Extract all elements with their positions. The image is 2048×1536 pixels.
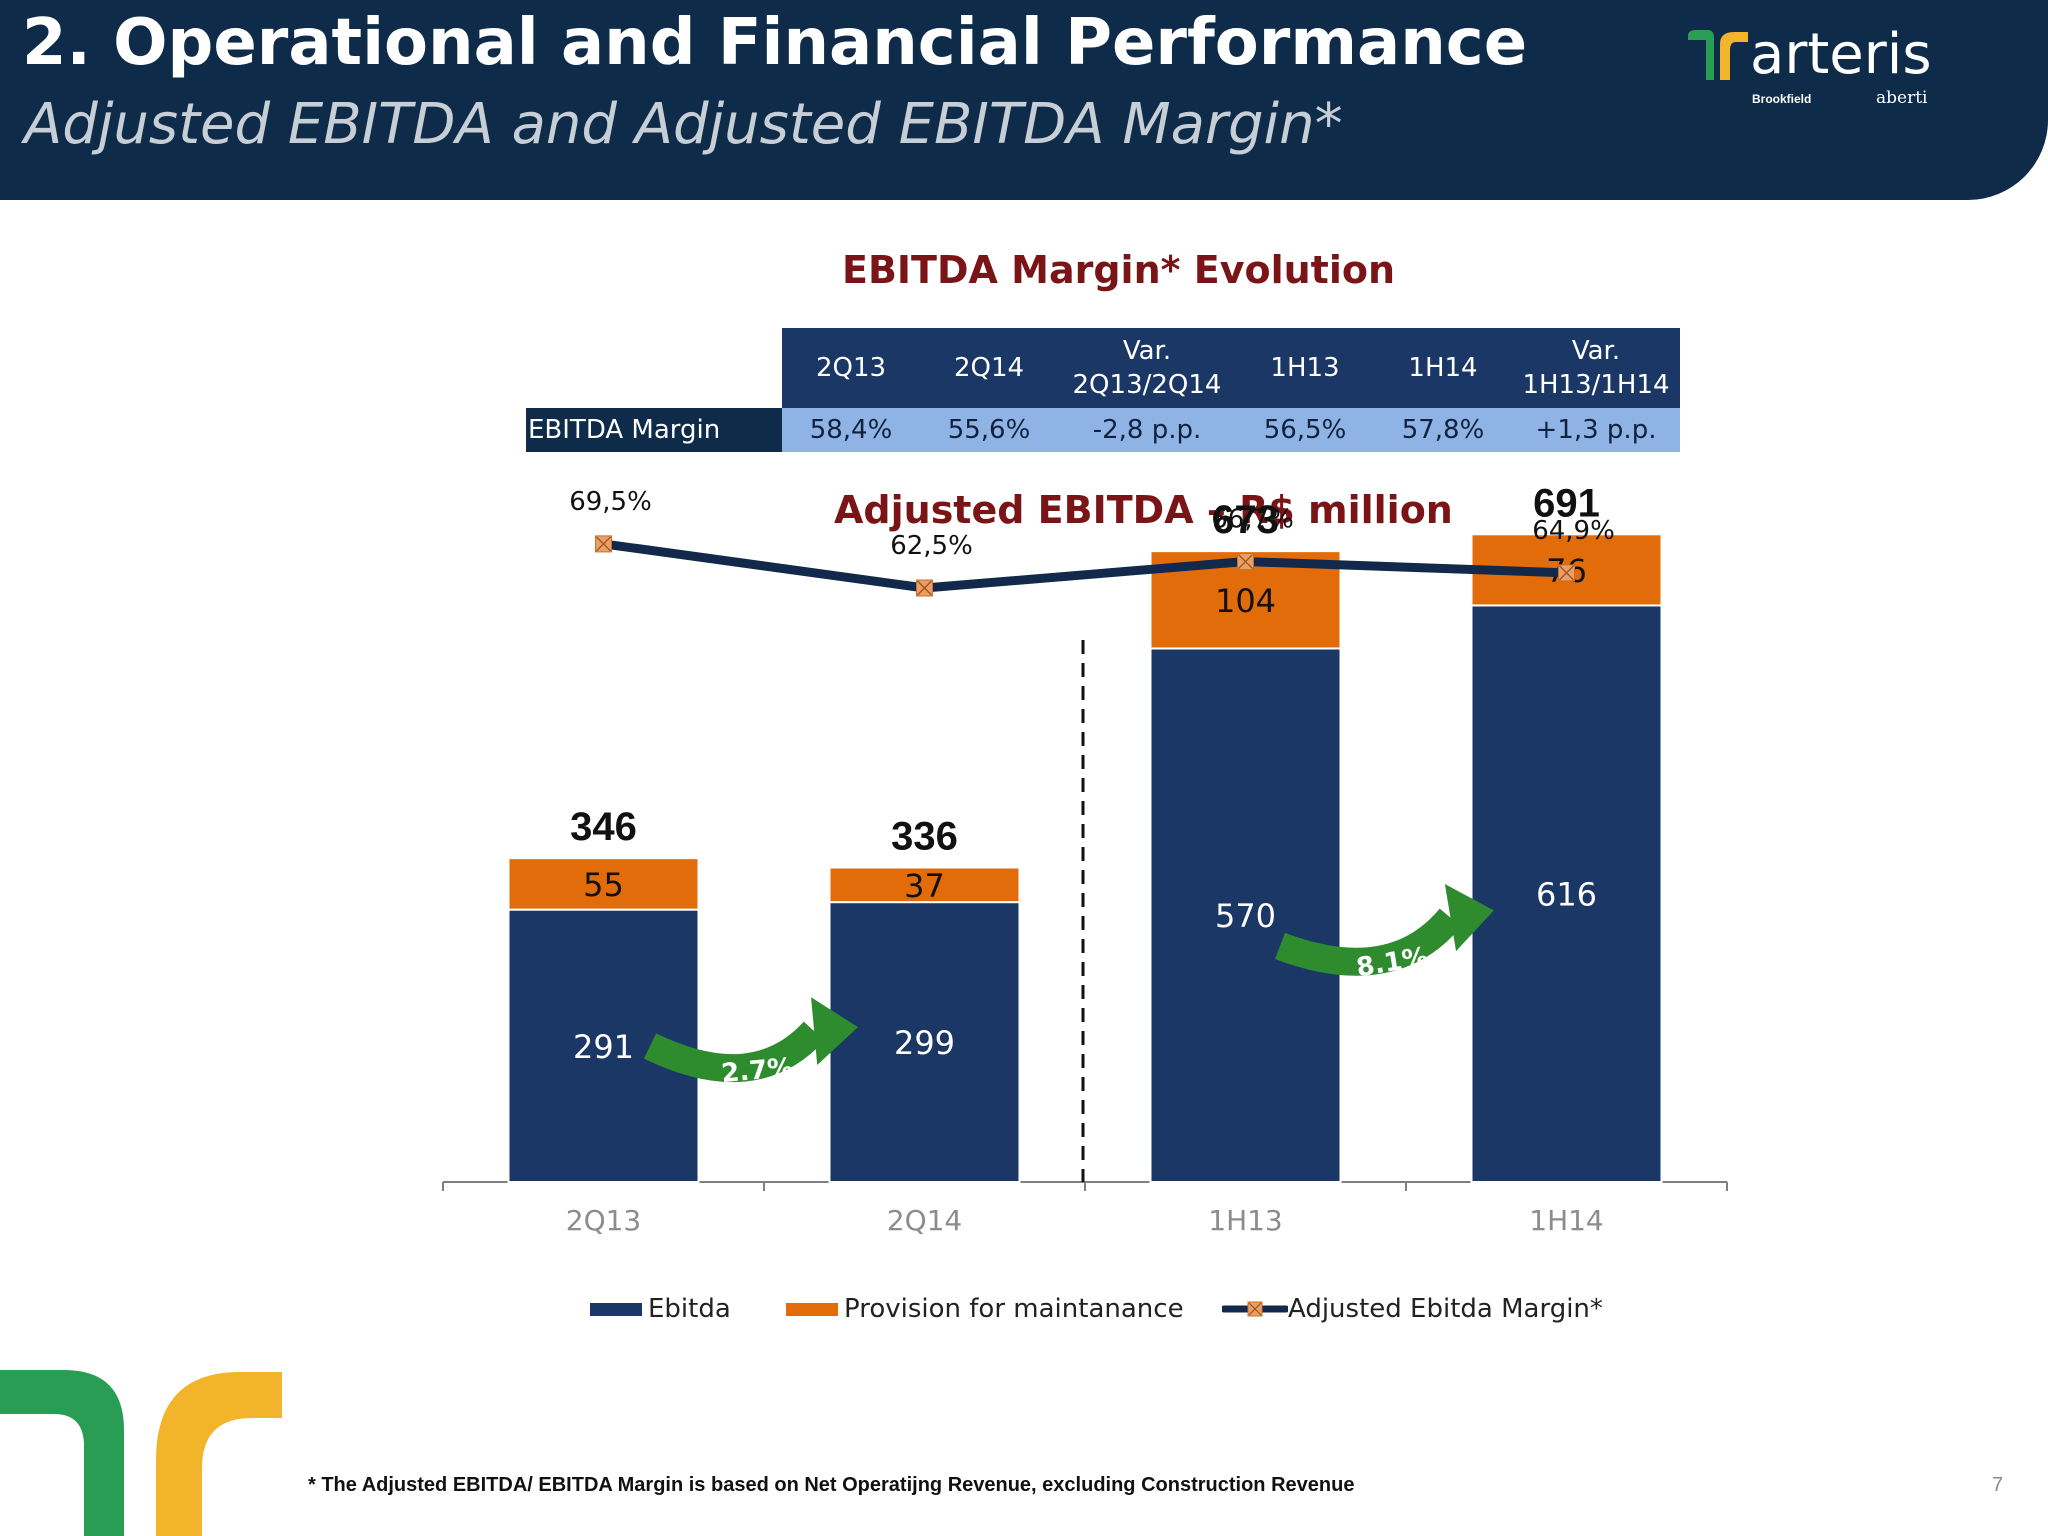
- page-title: 2. Operational and Financial Performance: [22, 6, 1528, 80]
- table-header-cell: 1H13: [1236, 328, 1374, 408]
- bar-provision: [507, 857, 700, 911]
- bar-provision: [828, 866, 1021, 904]
- x-tick-label: 1H13: [1208, 1204, 1283, 1237]
- arteris-logo: arteris Brookfield aberti: [1680, 22, 1940, 122]
- bar-label-provision: 37: [904, 867, 945, 905]
- growth-arrow-head-icon: [1444, 884, 1494, 952]
- legend-label: Provision for maintanance: [844, 1294, 1184, 1324]
- bar-total-label: 346: [570, 805, 637, 849]
- margin-data-label: 62,5%: [890, 531, 973, 561]
- header-banner: 2. Operational and Financial Performance…: [0, 0, 2048, 200]
- bar-total-label: 673: [1212, 498, 1279, 542]
- margin-data-label: 69,5%: [569, 487, 652, 517]
- legend-label: Ebitda: [648, 1294, 731, 1324]
- x-tick-label: 2Q13: [566, 1204, 641, 1237]
- margin-point-cross: [917, 580, 932, 596]
- bar-ebitda: [1149, 647, 1342, 1183]
- legend-item-ebitda: Ebitda: [590, 1294, 731, 1324]
- table-cell: 58,4%: [782, 408, 920, 452]
- legend-label: Adjusted Ebitda Margin*: [1288, 1294, 1603, 1324]
- legend-item-margin: Adjusted Ebitda Margin*: [1222, 1294, 1603, 1324]
- legend-line-marker-icon: [1222, 1301, 1288, 1317]
- table-header-cell: 1H14: [1374, 328, 1512, 408]
- bar-label-ebitda: 616: [1536, 876, 1597, 914]
- bar-total-label: 691: [1533, 481, 1600, 525]
- adjusted-ebitda-chart: 291 55 346 2Q13 299 37 336 2Q14 570 104 673 1H13 616…: [442, 481, 1728, 1237]
- margin-point-cross: [1559, 565, 1574, 581]
- margin-line: [602, 539, 1567, 593]
- growth-arrow-shaft: [1275, 908, 1462, 976]
- bar-label-ebitda: 291: [573, 1028, 634, 1066]
- bar-label-provision: 104: [1215, 582, 1276, 620]
- chart-title: Adjusted EBITDA – R$ million: [834, 488, 1453, 532]
- logo-partner-brookfield: Brookfield: [1752, 92, 1812, 106]
- bar-total-label: 336: [891, 815, 958, 859]
- growth-arrow-head-icon: [811, 997, 858, 1065]
- bar-label-ebitda: 299: [894, 1024, 955, 1062]
- growth-arrow-label: 2.7%: [720, 1053, 795, 1089]
- bar-label-ebitda: 570: [1215, 897, 1276, 935]
- legend-item-provision: Provision for maintanance: [786, 1294, 1184, 1324]
- table-header-cell: Var. 1H13/1H14: [1512, 328, 1680, 408]
- bar-ebitda: [828, 901, 1021, 1183]
- table-header-cell: 2Q13: [782, 328, 920, 408]
- x-tick-label: 1H14: [1529, 1204, 1604, 1237]
- page-number: 7: [1992, 1474, 2004, 1496]
- table-header-cell: Var. 2Q13/2Q14: [1058, 328, 1236, 408]
- bar-label-provision: 55: [583, 866, 624, 904]
- table-row-label: EBITDA Margin: [526, 408, 782, 452]
- arteris-logo-mark-icon: [1688, 30, 1748, 80]
- page-subtitle: Adjusted EBITDA and Adjusted EBITDA Marg…: [24, 92, 1343, 157]
- ebitda-margin-table: 2Q13 2Q14 Var. 2Q13/2Q14 1H13 1H14 Var. 1H…: [526, 328, 1680, 452]
- legend-swatch-provision: [786, 1302, 838, 1316]
- table-cell: +1,3 p.p.: [1512, 408, 1680, 452]
- logo-partner-abertis: aberti: [1876, 88, 1928, 108]
- margin-data-label: 64,9%: [1532, 516, 1615, 546]
- table-cell: 55,6%: [920, 408, 1058, 452]
- margin-point-cross: [1238, 554, 1253, 569]
- logo-wordmark: arteris: [1750, 22, 1932, 87]
- table-cell: 57,8%: [1374, 408, 1512, 452]
- table-cell: -2,8 p.p.: [1058, 408, 1236, 452]
- margin-table-title: EBITDA Margin* Evolution: [842, 248, 1396, 292]
- table-row: EBITDA Margin 58,4% 55,6% -2,8 p.p. 56,5…: [526, 408, 1680, 452]
- x-tick-label: 2Q14: [887, 1204, 962, 1237]
- margin-data-label: 66,7%: [1211, 505, 1294, 535]
- table-header-cell: 2Q14: [920, 328, 1058, 408]
- bar-ebitda: [1470, 604, 1663, 1183]
- growth-arrow-shaft: [643, 1021, 825, 1083]
- decorative-logo-corner-icon: [0, 1370, 282, 1536]
- margin-point-cross: [596, 536, 611, 552]
- footnote: * The Adjusted EBITDA/ EBITDA Margin is …: [308, 1474, 1355, 1496]
- legend-swatch-ebitda: [590, 1302, 642, 1316]
- table-cell: 56,5%: [1236, 408, 1374, 452]
- table-header-row: 2Q13 2Q14 Var. 2Q13/2Q14 1H13 1H14 Var. 1H…: [526, 328, 1680, 408]
